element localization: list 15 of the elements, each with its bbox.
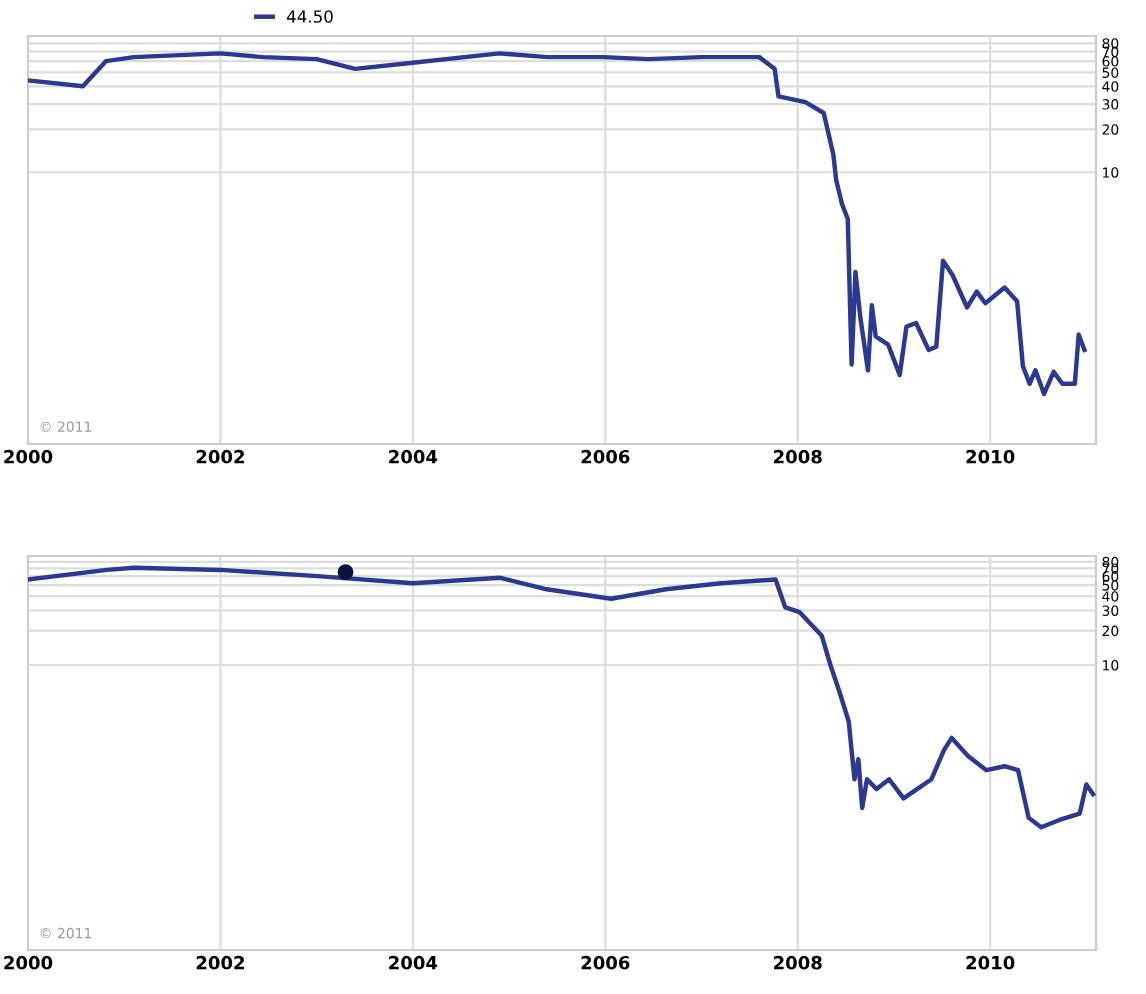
x-tick-label: 2000 xyxy=(4,449,53,464)
x-tick-label: 2008 xyxy=(774,955,822,970)
x-tick-label: 2000 xyxy=(4,955,53,970)
x-tick-label: 2002 xyxy=(196,449,244,464)
x-tick-label: 2010 xyxy=(966,955,1015,970)
legend-label: 44.50 xyxy=(286,10,333,23)
line-series xyxy=(28,565,1096,830)
x-tick-label: 2002 xyxy=(196,955,244,970)
x-tick-label: 2008 xyxy=(774,449,822,464)
x-tick-label: 2006 xyxy=(581,955,630,970)
line-series xyxy=(28,51,1087,397)
x-tick-label: 2004 xyxy=(389,449,438,464)
x-tick-label: 2010 xyxy=(966,449,1015,464)
x-tick-label: 2004 xyxy=(389,955,438,970)
x-tick-label: 2006 xyxy=(581,449,630,464)
